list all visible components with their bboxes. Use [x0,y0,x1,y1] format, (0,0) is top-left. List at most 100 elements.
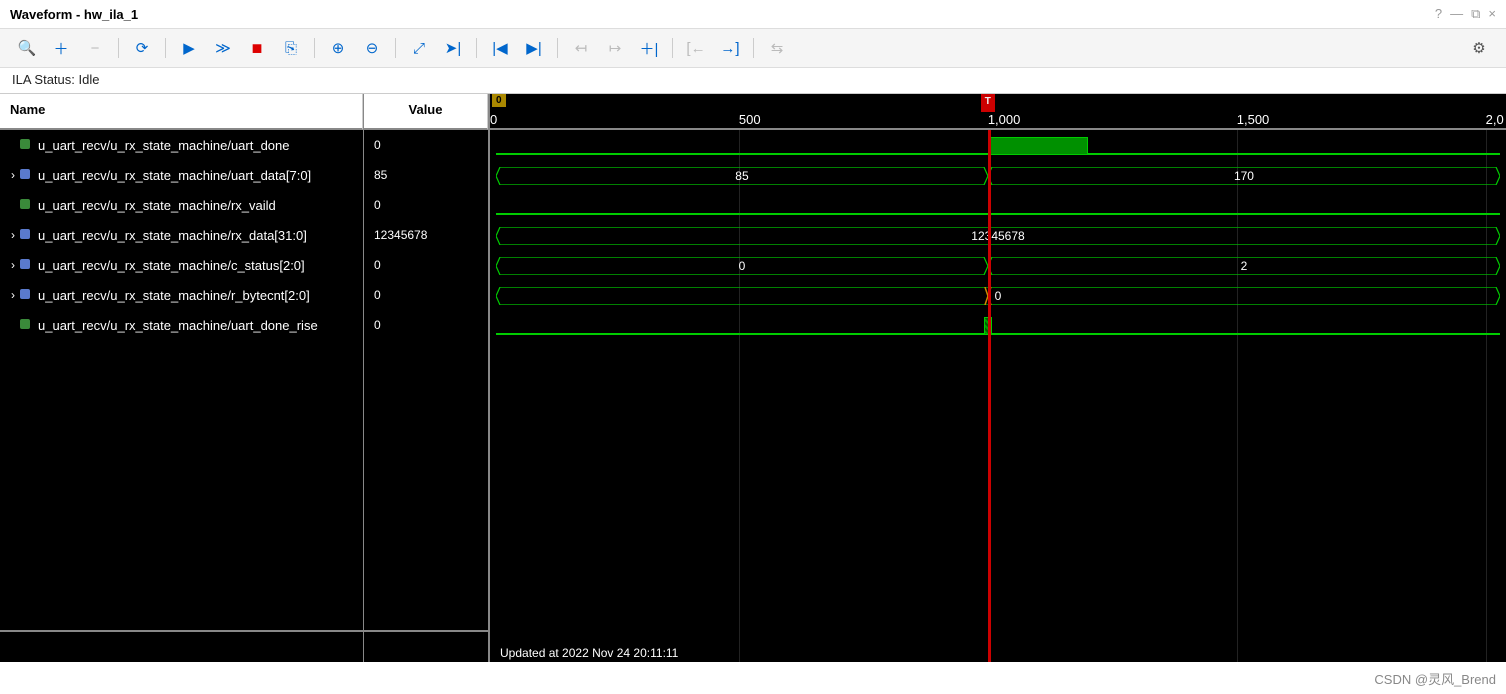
goto-cursor-button[interactable]: ➤| [436,34,470,62]
marker-right-button[interactable]: →] [713,34,747,62]
bus-icon [20,168,34,182]
digital-waveform [496,137,1500,155]
wave-row[interactable]: 12345678 [496,224,1500,248]
wave-row[interactable]: 85170 [496,164,1500,188]
name-header[interactable]: Name [0,94,363,130]
signal-value[interactable]: 0 [364,190,488,220]
bus-icon [20,258,34,272]
prev-edge-button[interactable]: ↤ [564,34,598,62]
cursor-line[interactable] [988,130,991,662]
expand-icon[interactable]: › [6,258,20,272]
signal-name: u_uart_recv/u_rx_state_machine/uart_data… [38,168,311,183]
help-icon[interactable]: ? [1435,6,1442,22]
value-header[interactable]: Value [364,94,488,130]
gear-icon[interactable]: ⚙ [1462,34,1496,62]
signal-value[interactable]: 0 [364,310,488,340]
marker-left-button[interactable]: [← [679,34,713,62]
digital-waveform [496,197,1500,215]
value-text: 0 [374,288,381,302]
add-button[interactable]: ＋ [44,34,78,62]
signal-value[interactable]: 0 [364,130,488,160]
bus-segment-label: 12345678 [496,227,1500,245]
value-text: 12345678 [374,228,427,242]
close-icon[interactable]: × [1488,6,1496,22]
ruler-tick: 2,0 [1486,112,1504,127]
value-text: 0 [374,318,381,332]
separator [314,38,315,58]
wire-icon [20,198,34,212]
ruler-tick: 500 [739,112,761,127]
first-button[interactable]: |◀ [483,34,517,62]
ruler-tick: 1,500 [1237,112,1270,127]
signal-row[interactable]: u_uart_recv/u_rx_state_machine/uart_done [0,130,363,160]
signal-row[interactable]: u_uart_recv/u_rx_state_machine/rx_vaild [0,190,363,220]
value-footer [364,630,488,662]
signal-name: u_uart_recv/u_rx_state_machine/uart_done… [38,318,318,333]
signal-value[interactable]: 0 [364,250,488,280]
separator [672,38,673,58]
signal-name: u_uart_recv/u_rx_state_machine/rx_vaild [38,198,276,213]
signal-row[interactable]: › u_uart_recv/u_rx_state_machine/uart_dat… [0,160,363,190]
separator [395,38,396,58]
watermark: CSDN @灵风_Brend [1374,669,1496,688]
next-edge-button[interactable]: ↦ [598,34,632,62]
ila-status: ILA Status: Idle [0,68,1506,94]
remove-button[interactable]: − [78,34,112,62]
expand-icon[interactable]: › [6,228,20,242]
zero-marker[interactable]: 0 [492,94,506,107]
separator [753,38,754,58]
bus-icon [20,228,34,242]
signal-name: u_uart_recv/u_rx_state_machine/c_status[… [38,258,305,273]
wave-row[interactable] [496,194,1500,218]
wave-row[interactable] [496,134,1500,158]
value-column: Value 0 85 0 12345678 0 0 0 [364,94,490,662]
add-marker-button[interactable]: ＋| [632,34,666,62]
bus-segment-label: 2 [988,257,1500,275]
wave-row[interactable]: 02 [496,254,1500,278]
stop-button[interactable]: ■ [240,34,274,62]
separator [165,38,166,58]
separator [476,38,477,58]
signal-value[interactable]: 12345678 [364,220,488,250]
separator [557,38,558,58]
maximize-icon[interactable]: ⧉ [1471,6,1480,22]
wave-body[interactable]: 85170 12345678 02 0 [490,130,1506,662]
separator [118,38,119,58]
signal-row[interactable]: › u_uart_recv/u_rx_state_machine/c_status… [0,250,363,280]
signal-name: u_uart_recv/u_rx_state_machine/rx_data[3… [38,228,307,243]
signal-row[interactable]: › u_uart_recv/u_rx_state_machine/r_bytecn… [0,280,363,310]
signal-name: u_uart_recv/u_rx_state_machine/r_bytecnt… [38,288,310,303]
signal-value[interactable]: 0 [364,280,488,310]
titlebar: Waveform - hw_ila_1 ? — ⧉ × [0,0,1506,28]
export-button[interactable]: ⎘ [274,34,308,62]
value-text: 85 [374,168,387,182]
zoom-out-button[interactable]: ⊖ [355,34,389,62]
minimize-icon[interactable]: — [1450,6,1463,22]
bus-segment-label: 85 [496,167,988,185]
value-text: 0 [374,198,381,212]
signal-row[interactable]: u_uart_recv/u_rx_state_machine/uart_done… [0,310,363,340]
last-button[interactable]: ▶| [517,34,551,62]
zoom-fit-button[interactable]: ⤢ [402,34,436,62]
signal-row[interactable]: › u_uart_recv/u_rx_state_machine/rx_data[… [0,220,363,250]
value-text: 0 [374,258,381,272]
expand-icon[interactable]: › [6,168,20,182]
signal-value[interactable]: 85 [364,160,488,190]
refresh-button[interactable]: ⟳ [125,34,159,62]
cursor-marker[interactable]: T [981,94,995,112]
wave-topbar: 0 T [490,94,1506,108]
wire-icon [20,318,34,332]
search-button[interactable]: 🔍 [10,34,44,62]
wave-ruler[interactable]: 05001,0001,5002,0 [490,108,1506,130]
bus-waveform: 12345678 [496,227,1500,245]
fast-forward-button[interactable]: ≫ [206,34,240,62]
bus-segment-label: 170 [988,167,1500,185]
zoom-in-button[interactable]: ⊕ [321,34,355,62]
play-button[interactable]: ▶ [172,34,206,62]
swap-button[interactable]: ⇆ [760,34,794,62]
waveform-column[interactable]: 0 T 05001,0001,5002,0 8517012345678020 U… [490,94,1506,662]
expand-icon[interactable]: › [6,288,20,302]
wave-row[interactable] [496,314,1500,338]
wave-row[interactable]: 0 [496,284,1500,308]
ruler-tick: 0 [490,112,497,127]
